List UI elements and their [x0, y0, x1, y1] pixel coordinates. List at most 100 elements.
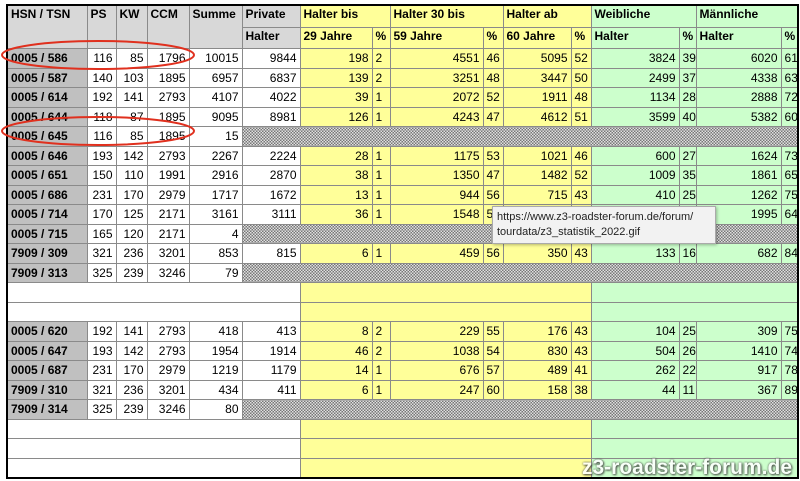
table-row: 7909 / 309 321 236 3201 853 815 6 1 459 56 350 43 13… [6, 243, 799, 264]
table-cell: 56 [482, 184, 504, 205]
table-cell: 1 [371, 360, 391, 381]
table-cell: 37 [678, 67, 697, 88]
table-cell: 170 [115, 184, 148, 205]
table-cell: 38 [299, 165, 373, 186]
table-cell: 0005 / 587 [6, 67, 88, 88]
table-cell: 853 [188, 243, 243, 264]
table-cell: 8 [299, 321, 373, 342]
table-cell: 321 [86, 379, 117, 400]
table-cell: 0005 / 686 [6, 184, 88, 205]
table-cell: 2979 [146, 184, 190, 205]
table-cell: 1021 [502, 145, 572, 166]
table-cell: 61 [780, 48, 799, 69]
table-cell [299, 282, 592, 303]
table-row: 0005 / 587 140 103 1895 6957 6837 139 2 3251 48 34… [6, 67, 799, 88]
table-row: 0005 / 686 231 170 2979 1717 1672 13 1 944 56 715 4… [6, 184, 799, 205]
table-cell: 29 Jahre [299, 26, 373, 49]
table-cell: 3201 [146, 243, 190, 264]
table-cell: 0005 / 714 [6, 204, 88, 225]
table-cell: 504 [590, 340, 680, 361]
table-cell: 0005 / 715 [6, 223, 88, 244]
table-cell: 3201 [146, 379, 190, 400]
table-cell: 192 [86, 87, 117, 108]
table-cell: 1 [371, 145, 391, 166]
table-cell: 2793 [146, 340, 190, 361]
url-tooltip: https://www.z3-roadster-forum.de/forum/t… [492, 206, 716, 244]
table-cell: 1861 [695, 165, 782, 186]
table-cell: Halter 30 bis [389, 4, 504, 28]
table-cell: CCM [146, 4, 190, 49]
table-body: HSN / TSN PS KW CCM Summe Private Halter bis Ha… [6, 4, 799, 479]
table-cell: 170 [86, 204, 117, 225]
table-row: 0005 / 646 193 142 2793 2267 2224 28 1 1175 53 102… [6, 145, 799, 166]
table-cell: 1895 [146, 67, 190, 88]
table-cell: 7909 / 314 [6, 399, 88, 420]
table-cell: 2888 [695, 87, 782, 108]
table-cell [590, 457, 799, 479]
table-cell: % [678, 26, 697, 49]
table-cell: 51 [570, 106, 592, 127]
table-cell: 139 [299, 67, 373, 88]
table-cell: 2916 [188, 165, 243, 186]
table-cell: 0005 / 645 [6, 126, 88, 147]
table-cell: 2 [371, 67, 391, 88]
table-cell: 133 [590, 243, 680, 264]
table-cell: 79 [188, 262, 243, 283]
table-cell: 1914 [241, 340, 301, 361]
table-cell: 1 [371, 106, 391, 127]
table-cell: 3447 [502, 67, 572, 88]
table-cell: 43 [570, 321, 592, 342]
table-cell: 262 [590, 360, 680, 381]
table-cell: 142 [115, 340, 148, 361]
table-cell: 46 [299, 340, 373, 361]
table-cell: 239 [115, 399, 148, 420]
table-cell [299, 438, 592, 459]
table-cell: 170 [115, 360, 148, 381]
table-cell: 0005 / 614 [6, 87, 88, 108]
table-cell: 27 [678, 145, 697, 166]
table-cell: 56 [482, 243, 504, 264]
table-cell: 4243 [389, 106, 484, 127]
table-cell: % [371, 26, 391, 49]
table-cell: 1134 [590, 87, 680, 108]
table-cell: 60 Jahre [502, 26, 572, 49]
table-cell: 4022 [241, 87, 301, 108]
table-cell: 53 [482, 145, 504, 166]
table-cell: 1548 [389, 204, 484, 225]
table-cell: 459 [389, 243, 484, 264]
table-cell: 64 [780, 204, 799, 225]
table-cell: 1410 [695, 340, 782, 361]
table-cell: 2793 [146, 145, 190, 166]
table-cell: 1219 [188, 360, 243, 381]
table-cell [6, 438, 301, 459]
table-row [6, 282, 799, 303]
table-cell: PS [86, 4, 117, 49]
table-cell: 231 [86, 360, 117, 381]
table-cell: 0005 / 647 [6, 340, 88, 361]
table-cell: 6020 [695, 48, 782, 69]
table-cell: 4107 [188, 87, 243, 108]
table-cell: 47 [482, 106, 504, 127]
table-cell: 6957 [188, 67, 243, 88]
table-cell: 141 [115, 321, 148, 342]
table-cell: 193 [86, 340, 117, 361]
table-cell: 1482 [502, 165, 572, 186]
statistics-table: HSN / TSN PS KW CCM Summe Private Halter bis Ha… [6, 4, 800, 479]
table-cell: % [570, 26, 592, 49]
table-cell: 60 [780, 106, 799, 127]
table-cell: 1262 [695, 184, 782, 205]
table-row: HSN / TSN PS KW CCM Summe Private Halter bis Ha… [6, 4, 799, 49]
table-cell: 126 [299, 106, 373, 127]
table-cell: 25 [678, 321, 697, 342]
table-cell: 118 [86, 106, 117, 127]
table-cell: 9844 [241, 48, 301, 69]
table-cell: 2171 [146, 223, 190, 244]
table-cell: 87 [115, 106, 148, 127]
table-cell: 192 [86, 321, 117, 342]
table-cell: 41 [570, 360, 592, 381]
table-cell: 176 [502, 321, 572, 342]
table-cell: 28 [299, 145, 373, 166]
table-cell: 85 [115, 126, 148, 147]
table-cell: 325 [86, 262, 117, 283]
table-cell: 142 [115, 145, 148, 166]
